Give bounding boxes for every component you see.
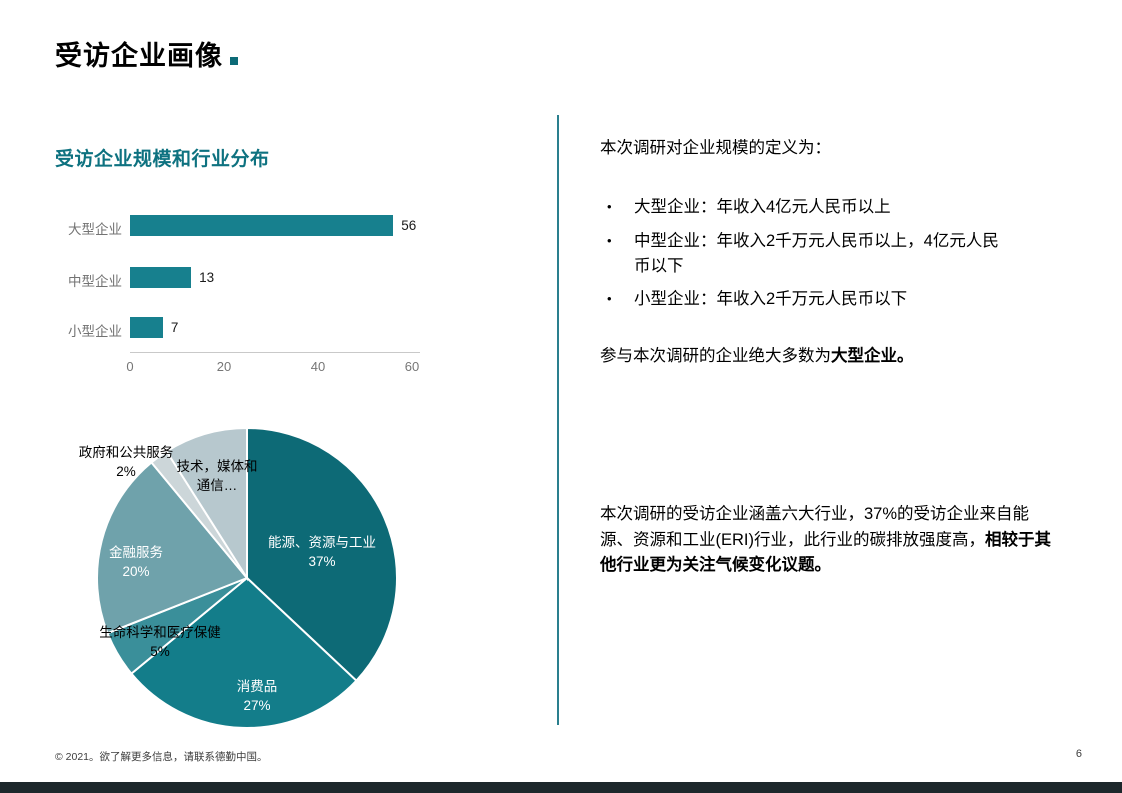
- bullet-item-large: • 大型企业：年收入4亿元人民币以上: [600, 195, 1062, 220]
- pie-label-government-public-services: 政府和公共服务 2%: [78, 445, 174, 479]
- bar-category-label: 中型企业: [68, 274, 122, 289]
- intro-text: 本次调研对企业规模的定义为：: [600, 139, 831, 157]
- bullet-marker: •: [607, 199, 612, 214]
- bullet-item-medium: • 中型企业：年收入2千万元人民币以上，4亿元人民币以下: [600, 229, 1062, 279]
- x-tick-label: 20: [216, 359, 232, 374]
- bar-value-label: 13: [199, 270, 215, 285]
- bullet-text: 中型企业：年收入2千万元人民币以上，4亿元人民币以下: [634, 231, 999, 275]
- x-tick-label: 40: [310, 359, 326, 374]
- bullet-text: 大型企业：年收入4亿元人民币以上: [634, 198, 891, 216]
- bar: [130, 267, 192, 288]
- x-tick-label: 60: [404, 359, 420, 374]
- section-title: 受访企业规模和行业分布: [55, 149, 270, 170]
- bullet-text: 小型企业：年收入2千万元人民币以下: [634, 290, 908, 309]
- bullet-item-small: • 小型企业：年收入2千万元人民币以下: [600, 287, 1062, 312]
- bar-category-label: 大型企业: [68, 222, 122, 237]
- pie-label-life-sciences-healthcare: 生命科学和医疗保健 5%: [99, 625, 221, 659]
- bullet-marker: •: [607, 291, 612, 307]
- pie-label-technology-media-telecom: 技术，媒体和通信…: [176, 459, 258, 493]
- bar-chart: 大型企业 56 中型企业 13 小型企业 7 0 20 40 60: [58, 198, 468, 383]
- page-title-text: 受访企业画像: [55, 41, 223, 71]
- x-tick-label: 0: [126, 359, 134, 374]
- para1-normal: 参与本次调研的企业绝大多数为: [600, 347, 831, 365]
- bar-value-label: 7: [170, 320, 179, 335]
- bar-category-label: 小型企业: [68, 324, 122, 339]
- pie-label-financial-services: 金融服务 20%: [109, 545, 163, 579]
- pie-svg: [96, 426, 398, 730]
- page-number: 6: [1075, 748, 1082, 760]
- pie-label-energy-resources-industry: 能源、资源与工业 37%: [268, 535, 376, 569]
- pie-slice: [246, 426, 398, 683]
- pie-label-consumer-goods: 消费品 27%: [236, 679, 278, 713]
- bullet-marker: •: [607, 232, 612, 248]
- footer-text: © 2021。欲了解更多信息，请联系德勤中国。: [55, 751, 268, 763]
- pie-slice: [130, 576, 358, 730]
- para2-bold: 相较于其他行业更为关注气候变化议题。: [600, 530, 1051, 575]
- pie-chart: 能源、资源与工业 37% 消费品 27% 生命科学和医疗保健 5% 金融服务 2…: [0, 420, 490, 755]
- vertical-divider: [557, 115, 559, 725]
- bar-value-label: 56: [401, 218, 417, 233]
- page-title: 受访企业画像: [55, 34, 238, 73]
- pie-slice: [96, 461, 249, 635]
- right-column: 本次调研对企业规模的定义为： • 大型企业：年收入4亿元人民币以上 • 中型企业…: [600, 0, 1062, 793]
- paragraph-company-size: 参与本次调研的企业绝大多数为大型企业。: [600, 344, 914, 369]
- footer-bar: [0, 782, 1122, 793]
- bar: [130, 215, 394, 236]
- paragraph-industry: 本次调研的受访企业涵盖六大行业，37%的受访企业来自能源、资源和工业(ERI)行…: [600, 502, 1055, 579]
- para1-bold: 大型企业。: [831, 347, 914, 365]
- para2-normal: 本次调研的受访企业涵盖六大行业，37%的受访企业来自能源、资源和工业(ERI)行…: [600, 505, 1030, 549]
- bullet-list: • 大型企业：年收入4亿元人民币以上 • 中型企业：年收入2千万元人民币以上，4…: [600, 195, 1062, 321]
- bar: [130, 317, 163, 338]
- x-axis-line: [130, 352, 420, 353]
- title-dot-icon: [230, 57, 238, 65]
- pie-slice: [165, 426, 248, 582]
